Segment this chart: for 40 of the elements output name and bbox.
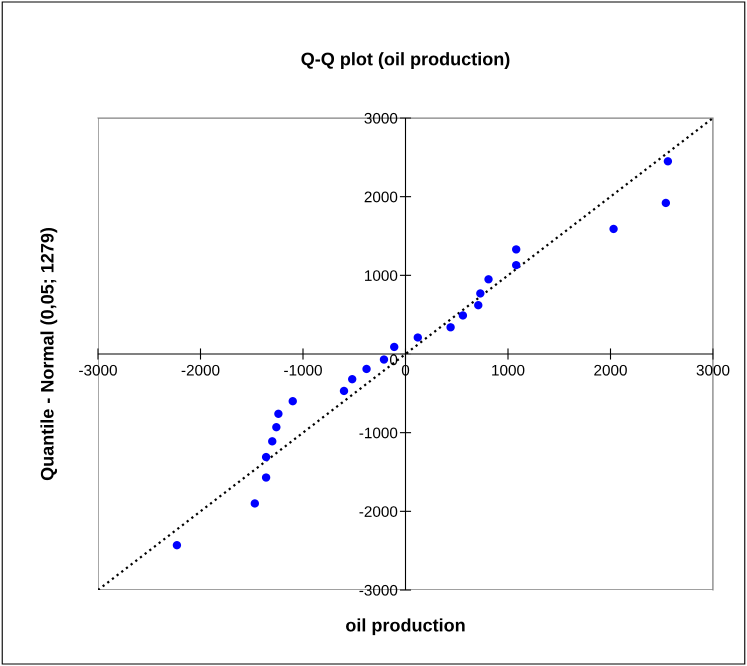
point xyxy=(512,245,520,254)
y-tick-label: 2000 xyxy=(364,192,398,202)
point xyxy=(664,157,672,166)
point xyxy=(414,333,422,342)
y-tick-label: -1000 xyxy=(359,428,398,438)
point xyxy=(662,198,670,208)
x-tick-label: -3000 xyxy=(79,364,117,376)
x-tick-label: 3000 xyxy=(696,364,730,376)
x-tick-label: 2000 xyxy=(594,364,627,376)
x-axis-title: oil production xyxy=(346,618,465,636)
point xyxy=(484,275,493,284)
point xyxy=(262,473,270,482)
x-tick-label: -1000 xyxy=(284,364,322,376)
y-tick-label: 1000 xyxy=(365,270,398,282)
point xyxy=(362,364,371,374)
point xyxy=(446,323,455,332)
point xyxy=(272,422,281,432)
point xyxy=(250,499,259,508)
point xyxy=(512,260,520,270)
y-tick-label: 0 xyxy=(390,354,398,366)
point xyxy=(348,375,356,384)
point xyxy=(458,311,468,320)
point xyxy=(340,386,348,396)
y-tick-label: -2000 xyxy=(359,506,398,518)
y-tick-label: 3000 xyxy=(364,112,398,124)
point xyxy=(476,289,484,298)
point xyxy=(609,224,618,234)
point xyxy=(380,355,388,364)
x-tick-label: 1000 xyxy=(492,364,524,376)
point xyxy=(474,301,482,310)
point xyxy=(288,397,297,406)
y-axis-title: Quantile - Normal (0,05; 1279) xyxy=(40,228,58,480)
point xyxy=(268,437,276,446)
x-tick-label: -2000 xyxy=(182,364,220,376)
point xyxy=(390,342,398,352)
chart-title: Q-Q plot (oil production) xyxy=(301,52,510,69)
point xyxy=(262,452,270,462)
point xyxy=(274,410,283,418)
point xyxy=(172,540,182,550)
y-tick-label: -3000 xyxy=(359,584,398,596)
